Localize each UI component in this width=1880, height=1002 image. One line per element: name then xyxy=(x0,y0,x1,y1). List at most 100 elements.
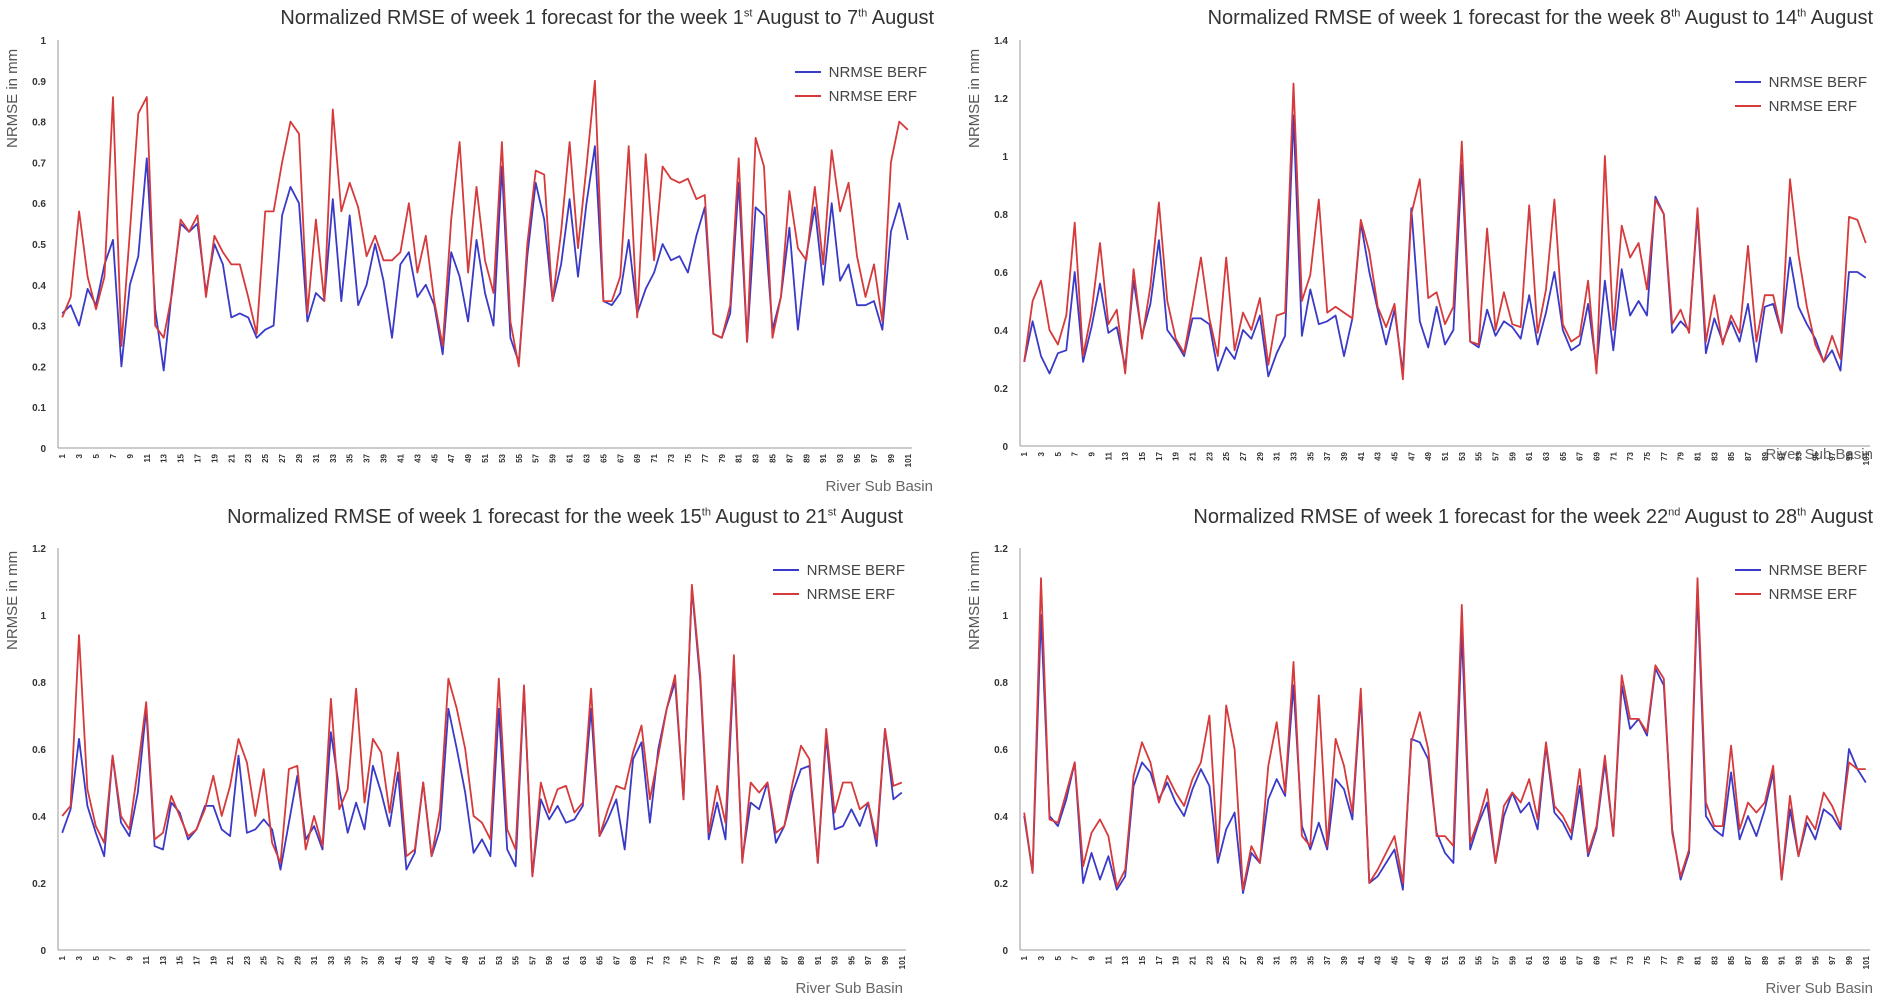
legend-label-berf: NRMSE BERF xyxy=(828,63,927,81)
x-tick-label: 63 xyxy=(579,955,588,964)
legend-swatch-berf xyxy=(1734,81,1761,83)
legend-swatch-erf xyxy=(794,95,821,97)
x-tick-label: 49 xyxy=(461,955,470,964)
x-tick-label: 65 xyxy=(1559,955,1568,964)
title-sup1: th xyxy=(1671,7,1681,20)
legend-item-berf: NRMSE BERF xyxy=(1734,558,1867,582)
x-tick-label: 13 xyxy=(1121,451,1130,460)
x-tick-label: 101 xyxy=(1862,955,1871,969)
y-tick-label: 0 xyxy=(40,946,46,957)
x-tick-label: 61 xyxy=(562,955,571,964)
x-tick-label: 29 xyxy=(1256,451,1265,460)
x-tick-label: 39 xyxy=(1340,451,1349,460)
x-tick-label: 61 xyxy=(566,453,575,462)
y-tick-label: 1.2 xyxy=(32,544,46,555)
x-tick-label: 61 xyxy=(1525,955,1534,964)
x-tick-label: 7 xyxy=(1071,955,1080,960)
x-tick-label: 57 xyxy=(1491,955,1500,964)
y-tick-label: 0.2 xyxy=(32,362,46,373)
x-tick-label: 3 xyxy=(75,955,84,960)
series-line-erf xyxy=(1023,577,1866,891)
x-tick-label: 1 xyxy=(58,453,67,458)
x-tick-label: 77 xyxy=(696,955,705,964)
x-tick-label: 33 xyxy=(1290,955,1299,964)
x-tick-label: 49 xyxy=(1424,955,1433,964)
x-tick-label: 5 xyxy=(1054,955,1063,960)
y-tick-label: 0.8 xyxy=(32,118,46,129)
y-tick-label: 0.5 xyxy=(32,240,46,251)
x-axis-label: River Sub Basin xyxy=(1765,446,1873,463)
x-tick-label: 3 xyxy=(75,453,84,458)
x-tick-label: 77 xyxy=(1660,955,1669,964)
x-tick-label: 81 xyxy=(735,453,744,462)
x-tick-label: 47 xyxy=(447,453,456,462)
x-tick-label: 55 xyxy=(1475,451,1484,460)
legend-label-berf: NRMSE BERF xyxy=(806,561,905,579)
x-tick-label: 83 xyxy=(1710,451,1719,460)
x-tick-label: 71 xyxy=(646,955,655,964)
chart-title: Normalized RMSE of week 1 forecast for t… xyxy=(1208,7,1873,30)
chart-legend: NRMSE BERF NRMSE ERF xyxy=(772,558,905,606)
x-tick-label: 89 xyxy=(1761,955,1770,964)
legend-item-erf: NRMSE ERF xyxy=(1734,94,1867,118)
chart-plot-area: 00.10.20.30.40.50.60.70.80.911 3 5 7 9 11 13 15… xyxy=(32,36,913,467)
y-tick-label: 0.3 xyxy=(32,322,46,333)
legend-label-berf: NRMSE BERF xyxy=(1768,561,1867,579)
x-tick-label: 69 xyxy=(1592,955,1601,964)
x-tick-label: 23 xyxy=(243,955,252,964)
x-tick-label: 87 xyxy=(780,955,789,964)
x-tick-label: 19 xyxy=(1172,451,1181,460)
x-tick-label: 99 xyxy=(887,453,896,462)
x-tick-label: 29 xyxy=(293,955,302,964)
y-tick-label: 0.8 xyxy=(994,210,1008,221)
x-tick-label: 19 xyxy=(210,453,219,462)
x-tick-label: 39 xyxy=(1340,955,1349,964)
y-tick-label: 1.2 xyxy=(994,94,1008,105)
x-tick-label: 19 xyxy=(1172,955,1181,964)
x-tick-label: 7 xyxy=(109,955,118,960)
x-tick-label: 87 xyxy=(1744,955,1753,964)
x-tick-label: 93 xyxy=(831,955,840,964)
legend-swatch-erf xyxy=(772,593,799,595)
x-tick-label: 57 xyxy=(528,955,537,964)
chart-panel-week3: Normalized RMSE of week 1 forecast for t… xyxy=(0,500,935,1000)
x-tick-label: 81 xyxy=(1693,451,1702,460)
x-tick-label: 41 xyxy=(396,453,405,462)
chart-plot-area: 00.20.40.60.811.21.41 3 5 7 9 11 13 15 17 19 21 23 2… xyxy=(994,36,1871,465)
x-tick-label: 53 xyxy=(498,453,507,462)
x-tick-label: 7 xyxy=(1071,451,1080,456)
x-tick-label: 71 xyxy=(1609,955,1618,964)
x-tick-label: 63 xyxy=(1542,451,1551,460)
title-sup1: st xyxy=(743,7,753,20)
x-tick-label: 99 xyxy=(1845,451,1854,460)
x-tick-label: 89 xyxy=(1761,451,1770,460)
x-tick-label: 67 xyxy=(616,453,625,462)
x-tick-label: 87 xyxy=(785,453,794,462)
x-tick-label: 3 xyxy=(1037,451,1046,456)
x-tick-label: 7 xyxy=(109,453,118,458)
chart-legend: NRMSE BERF NRMSE ERF xyxy=(1734,558,1867,606)
x-tick-label: 65 xyxy=(599,453,608,462)
x-tick-label: 27 xyxy=(1239,955,1248,964)
series-line-erf xyxy=(1023,82,1867,381)
title-sup2: th xyxy=(1797,7,1807,20)
x-tick-label: 59 xyxy=(1508,955,1517,964)
chart-plot-area: 00.20.40.60.811.21 3 5 7 9 11 13 15 17 19 21 23 25 27… xyxy=(994,544,1871,969)
title-middle: August to 21 xyxy=(710,506,828,528)
y-tick-label: 1 xyxy=(1002,611,1008,622)
x-tick-label: 43 xyxy=(411,955,420,964)
x-tick-label: 95 xyxy=(1811,451,1820,460)
x-tick-label: 51 xyxy=(1441,955,1450,964)
x-tick-label: 55 xyxy=(512,955,521,964)
title-suffix: August xyxy=(867,7,934,29)
x-tick-label: 83 xyxy=(1710,955,1719,964)
legend-label-berf: NRMSE BERF xyxy=(1768,73,1867,91)
x-tick-label: 75 xyxy=(1643,955,1652,964)
x-tick-label: 35 xyxy=(1306,451,1315,460)
y-tick-label: 0.8 xyxy=(994,678,1008,689)
x-tick-label: 25 xyxy=(1222,955,1231,964)
x-tick-label: 41 xyxy=(1357,451,1366,460)
x-tick-label: 71 xyxy=(650,453,659,462)
x-tick-label: 59 xyxy=(545,955,554,964)
x-tick-label: 101 xyxy=(898,955,907,969)
